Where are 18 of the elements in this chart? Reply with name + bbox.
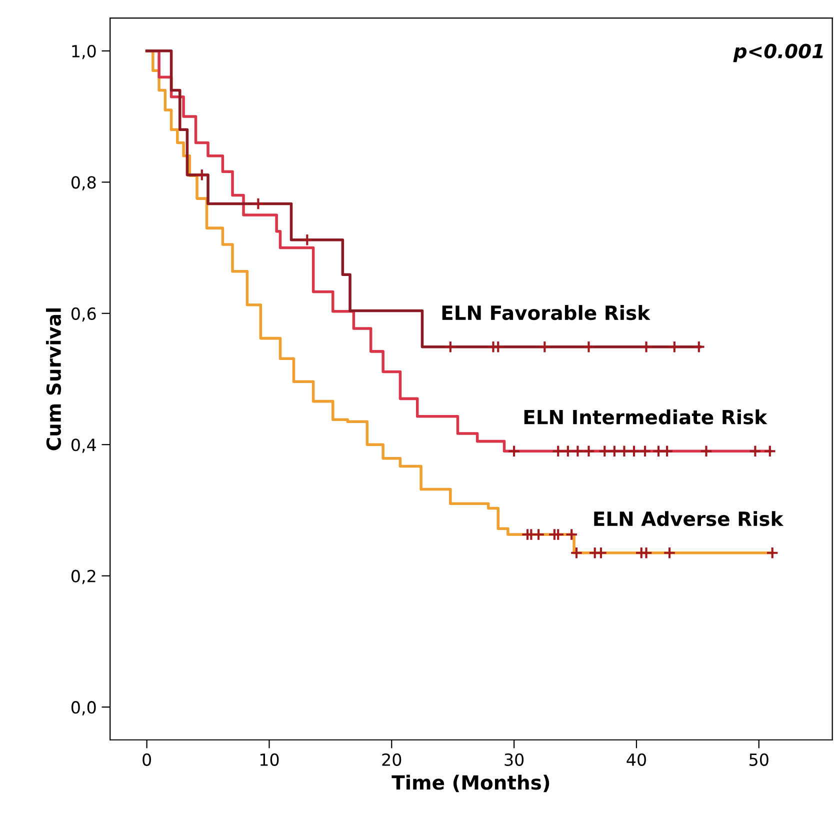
series-label: ELN Adverse Risk xyxy=(594,511,784,526)
x-tick-label: 30 xyxy=(504,753,524,766)
y-tick-label: 0,2 xyxy=(71,570,96,584)
y-tick-label: 0,6 xyxy=(71,307,96,322)
series-label: ELN Favorable Risk xyxy=(442,305,650,320)
x-tick-label: 0 xyxy=(142,753,152,766)
y-tick-label: 0,4 xyxy=(71,438,96,453)
y-tick-label: 0,8 xyxy=(71,176,96,190)
x-tick-label: 50 xyxy=(750,753,768,766)
x-tick-label: 20 xyxy=(382,753,402,766)
x-tick-label: 40 xyxy=(626,753,646,766)
annotation: p<0.001 xyxy=(733,44,823,62)
x-tick-label: 10 xyxy=(260,753,279,766)
y-tick-label: 0,0 xyxy=(71,701,96,716)
series-label: ELN Intermediate Risk xyxy=(524,409,768,424)
y-tick-label: 1,0 xyxy=(72,44,96,60)
y-axis-title: Cum Survival xyxy=(46,308,62,450)
x-axis-title: Time (Months) xyxy=(392,774,550,792)
